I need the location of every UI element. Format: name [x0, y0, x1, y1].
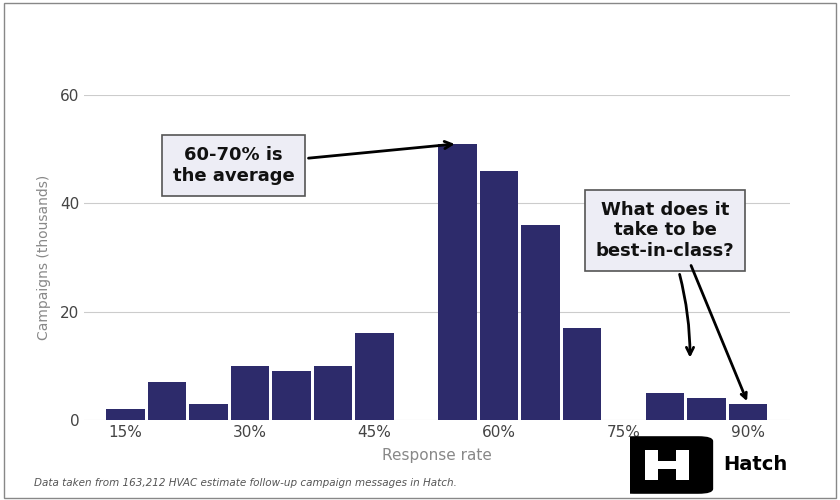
FancyBboxPatch shape: [619, 436, 713, 494]
Bar: [148, 382, 186, 420]
Text: What does it
take to be
best-in-class?: What does it take to be best-in-class?: [596, 200, 734, 354]
Bar: [314, 366, 352, 420]
Text: Data taken from 163,212 HVAC estimate follow-up campaign messages in Hatch.: Data taken from 163,212 HVAC estimate fo…: [34, 478, 456, 488]
FancyBboxPatch shape: [676, 450, 689, 480]
Bar: [687, 398, 726, 420]
FancyBboxPatch shape: [645, 462, 689, 468]
Bar: [190, 404, 228, 420]
Bar: [231, 366, 269, 420]
Bar: [355, 334, 394, 420]
Text: HVAC Estimate Follow-Up Campaign Response Rates: HVAC Estimate Follow-Up Campaign Respons…: [91, 30, 749, 50]
Bar: [729, 404, 767, 420]
Text: 60-70% is
the average: 60-70% is the average: [172, 142, 452, 185]
FancyBboxPatch shape: [645, 450, 658, 480]
Bar: [480, 171, 518, 420]
X-axis label: Response rate: Response rate: [382, 448, 491, 463]
Bar: [438, 144, 476, 420]
Y-axis label: Campaigns (thousands): Campaigns (thousands): [38, 175, 51, 340]
Bar: [107, 409, 144, 420]
Bar: [646, 393, 684, 420]
Bar: [522, 225, 559, 420]
Text: Hatch: Hatch: [723, 456, 788, 474]
Bar: [563, 328, 601, 420]
Bar: [272, 371, 311, 420]
